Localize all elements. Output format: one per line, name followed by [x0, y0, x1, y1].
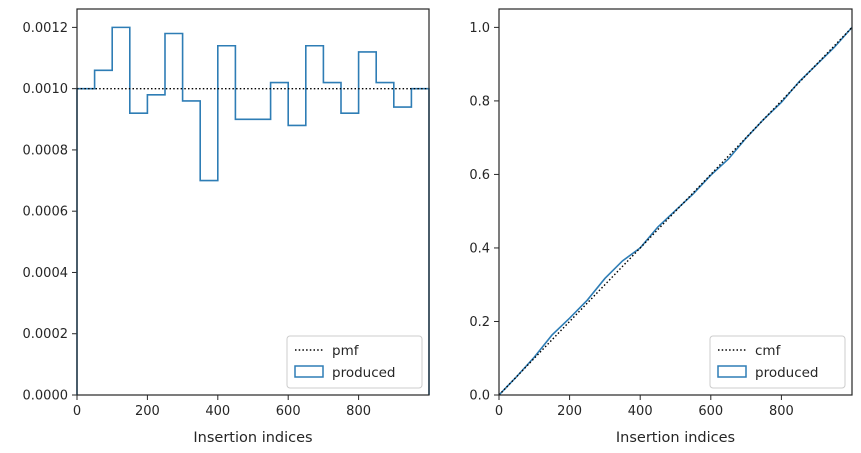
pmf-chart-x-tick-label: 800 [346, 404, 371, 419]
cmf-chart-y-tick-label: 0.4 [469, 241, 490, 256]
pmf-chart-legend-swatch-produced [294, 365, 324, 378]
cmf-chart-y-tick-label: 0.6 [469, 168, 490, 183]
cmf-chart-frame [498, 8, 853, 396]
pmf-chart-x-axis-label: Insertion indices [193, 430, 312, 446]
cmf-chart-series [498, 26, 853, 396]
cmf-chart-x-tick-label: 0 [495, 404, 503, 419]
cmf-chart-legend-label-produced: produced [755, 365, 819, 381]
pmf-chart-legend-box [286, 335, 423, 389]
cmf-chart: 0 200 400 600 800 0.0 0.2 0.4 0.6 0.8 1.0 Insertio… [469, 8, 853, 446]
cmf-chart-y-tick-label: 0.0 [469, 389, 490, 404]
pmf-chart-ticks: 0 200 400 600 800 0.0000 0.0002 0.0004 0.0006 0.0… [23, 21, 372, 419]
cmf-chart-y-tick-label: 0.2 [469, 315, 490, 330]
pmf-chart-y-tick-label: 0.0010 [23, 82, 69, 97]
cmf-chart-x-tick-label: 800 [769, 404, 794, 419]
pmf-chart-x-tick-label: 200 [135, 404, 160, 419]
cmf-chart-x-tick-label: 200 [557, 404, 582, 419]
pmf-chart-y-tick-label: 0.0004 [23, 266, 69, 281]
cmf-chart-legend-label-cmf: cmf [755, 343, 782, 359]
pmf-chart-series-produced [76, 26, 430, 395]
pmf-chart-x-tick-label: 600 [276, 404, 301, 419]
pmf-chart-frame [76, 8, 430, 396]
pmf-chart-y-tick-label: 0.0008 [23, 143, 69, 158]
cmf-chart-legend: cmf produced [709, 335, 846, 389]
pmf-chart-legend-label-pmf: pmf [332, 343, 360, 359]
pmf-chart-series [76, 26, 430, 395]
cmf-chart-ticks: 0 200 400 600 800 0.0 0.2 0.4 0.6 0.8 1.0 [469, 21, 794, 419]
cmf-chart-y-tick-label: 1.0 [469, 21, 490, 36]
pmf-chart-y-tick-label: 0.0000 [23, 389, 69, 404]
pmf-chart-legend-label-produced: produced [332, 365, 396, 381]
pmf-chart-x-tick-label: 400 [205, 404, 230, 419]
cmf-chart-legend-swatch-produced [717, 365, 747, 378]
pmf-chart-y-tick-label: 0.0012 [23, 21, 69, 36]
cmf-chart-x-tick-label: 400 [628, 404, 653, 419]
cmf-chart-legend-box [709, 335, 846, 389]
pmf-chart-y-tick-label: 0.0006 [23, 205, 69, 220]
pmf-chart: 0 200 400 600 800 0.0000 0.0002 0.0004 0.0006 0.0… [23, 8, 430, 446]
pmf-chart-x-tick-label: 0 [73, 404, 81, 419]
cmf-chart-x-axis-label: Insertion indices [616, 430, 735, 446]
pmf-chart-legend: pmf produced [286, 335, 423, 389]
cmf-chart-x-tick-label: 600 [698, 404, 723, 419]
pmf-chart-y-tick-label: 0.0002 [23, 327, 69, 342]
cmf-chart-y-tick-label: 0.8 [469, 94, 490, 109]
